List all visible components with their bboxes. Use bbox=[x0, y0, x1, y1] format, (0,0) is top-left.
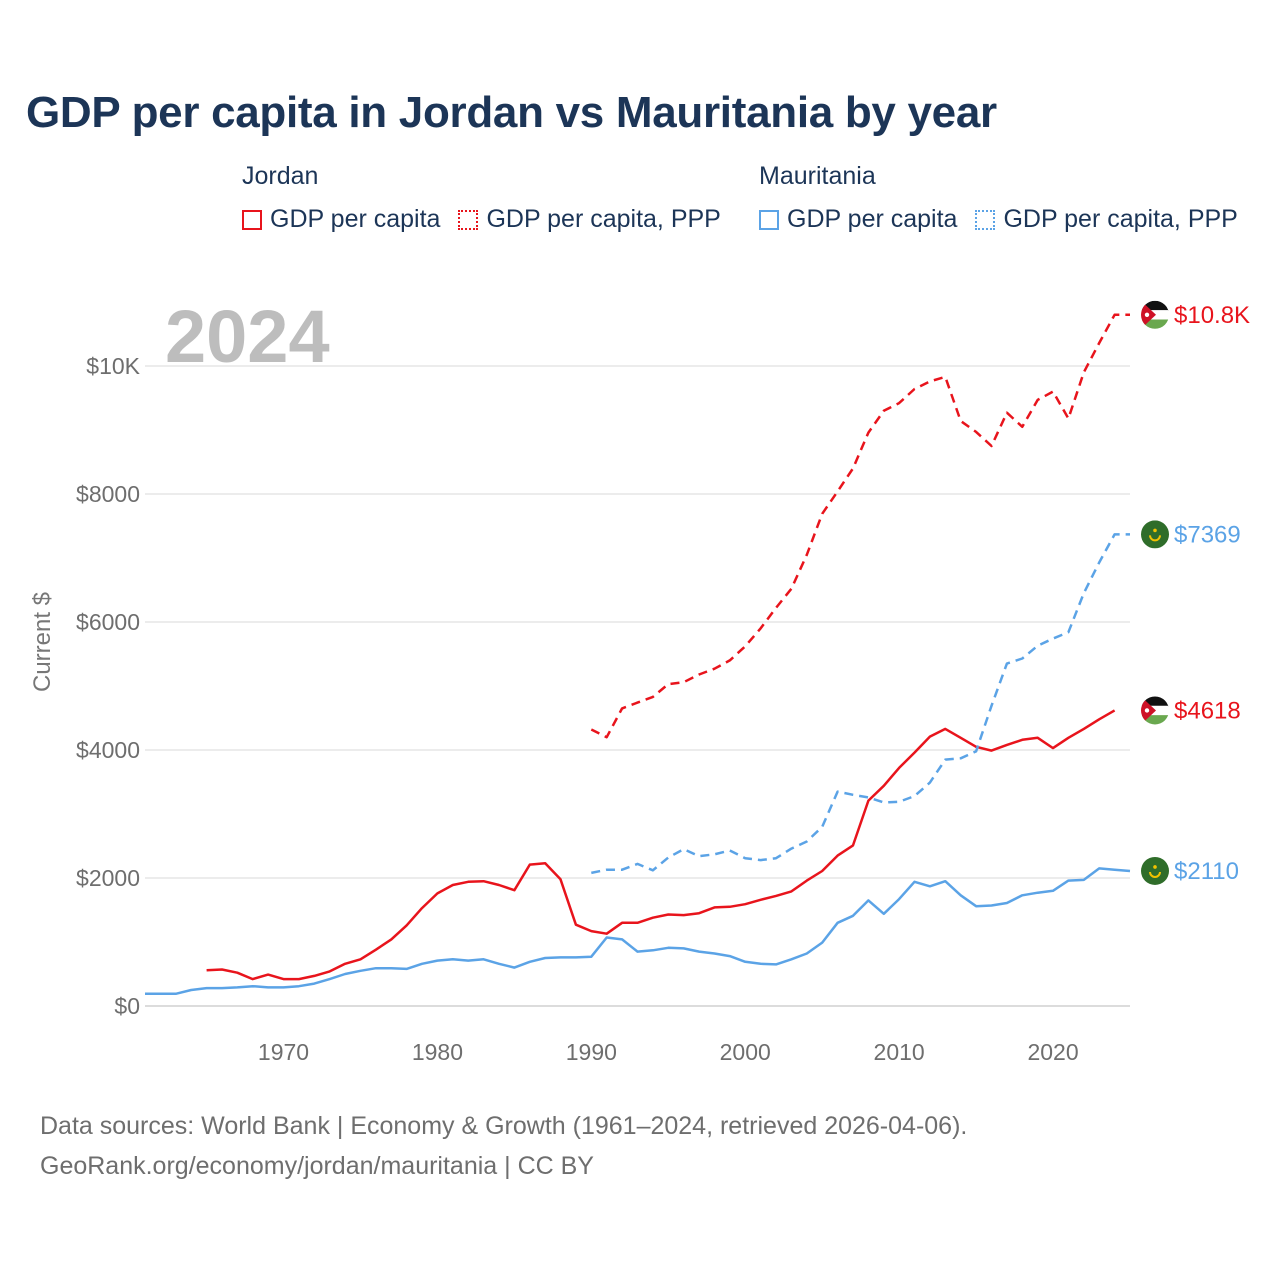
legend-swatch-solid bbox=[242, 209, 262, 230]
x-tick-label: 2000 bbox=[720, 1039, 771, 1065]
legend-item-mauritania-gdp[interactable]: GDP per capita bbox=[759, 205, 957, 234]
footer-sources: Data sources: World Bank | Economy & Gro… bbox=[40, 1112, 968, 1140]
series-line-2 bbox=[145, 867, 1131, 996]
legend-item-jordan-ppp[interactable]: GDP per capita, PPP bbox=[458, 205, 721, 234]
y-tick-label: $6000 bbox=[76, 609, 140, 635]
legend-jordan: Jordan GDP per capita GDP per capita, PP… bbox=[242, 162, 739, 234]
mauritania-flag-icon bbox=[1141, 520, 1169, 549]
jordan-flag-icon bbox=[1141, 300, 1169, 329]
y-tick-label: $8000 bbox=[76, 481, 140, 507]
year-watermark: 2024 bbox=[165, 295, 330, 378]
legend-item-mauritania-ppp[interactable]: GDP per capita, PPP bbox=[975, 205, 1238, 234]
end-value-label: $10.8K bbox=[1174, 302, 1250, 329]
legend-label: GDP per capita bbox=[787, 205, 958, 233]
jordan-flag-icon bbox=[1141, 696, 1169, 725]
chart-title: GDP per capita in Jordan vs Mauritania b… bbox=[26, 88, 997, 137]
legend-item-jordan-gdp[interactable]: GDP per capita bbox=[242, 205, 440, 234]
x-tick-label: 2010 bbox=[874, 1039, 925, 1065]
legend-swatch-dotted bbox=[975, 209, 996, 230]
legend-country-jordan: Jordan bbox=[242, 162, 319, 190]
x-tick-label: 2020 bbox=[1027, 1039, 1078, 1065]
x-tick-label: 1990 bbox=[566, 1039, 617, 1065]
y-tick-label: $4000 bbox=[76, 737, 140, 763]
legend-label: GDP per capita, PPP bbox=[1003, 205, 1238, 233]
legend-swatch-solid bbox=[759, 209, 779, 230]
series-line-3 bbox=[591, 533, 1130, 875]
footer: Data sources: World Bank | Economy & Gro… bbox=[40, 1106, 967, 1186]
y-tick-label: $0 bbox=[114, 993, 140, 1019]
end-value-label: $2110 bbox=[1174, 858, 1239, 885]
x-tick-label: 1970 bbox=[258, 1039, 309, 1065]
x-tick-label: 1980 bbox=[412, 1039, 463, 1065]
footer-link[interactable]: GeoRank.org/economy/jordan/mauritania | … bbox=[40, 1152, 594, 1180]
end-value-label: $4618 bbox=[1174, 697, 1241, 724]
legend-swatch-dotted bbox=[458, 209, 479, 230]
y-tick-label: $2000 bbox=[76, 865, 140, 891]
y-axis-label: Current $ bbox=[29, 592, 56, 692]
legend-country-mauritania: Mauritania bbox=[759, 162, 876, 190]
legend-label: GDP per capita, PPP bbox=[486, 205, 721, 233]
y-tick-label: $10K bbox=[86, 353, 140, 379]
mauritania-flag-icon bbox=[1141, 856, 1169, 885]
series-line-0 bbox=[206, 709, 1116, 981]
legend-mauritania: Mauritania GDP per capita GDP per capita… bbox=[759, 162, 1256, 234]
legend-label: GDP per capita bbox=[270, 205, 441, 233]
series-line-1 bbox=[590, 313, 1130, 739]
end-value-label: $7369 bbox=[1174, 521, 1241, 548]
